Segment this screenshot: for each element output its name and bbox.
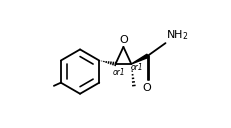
Polygon shape <box>131 54 149 64</box>
Text: O: O <box>119 35 128 45</box>
Text: O: O <box>143 83 152 93</box>
Text: or1: or1 <box>131 63 144 72</box>
Text: or1: or1 <box>112 68 125 77</box>
Text: NH$_2$: NH$_2$ <box>166 29 189 42</box>
